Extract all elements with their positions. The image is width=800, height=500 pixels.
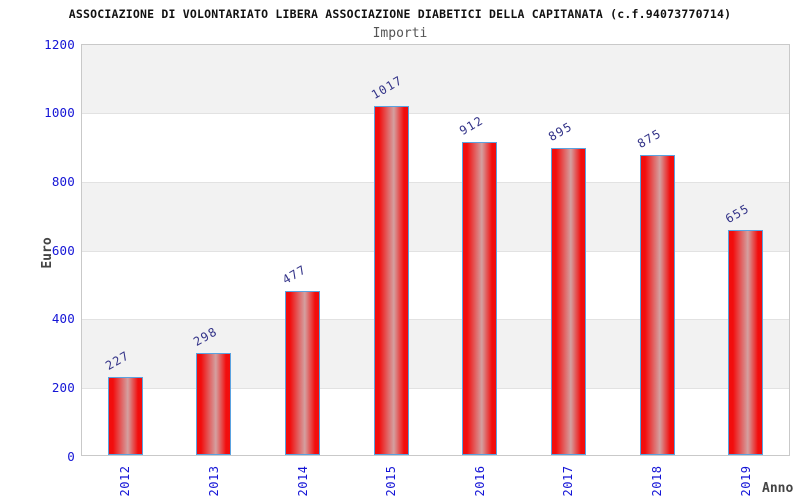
x-tick-label: 2017 (561, 465, 576, 497)
gridline (82, 113, 789, 115)
plot-area (81, 44, 790, 456)
x-tick-label: 2012 (118, 465, 133, 497)
bar-2019 (728, 230, 764, 455)
gridline (82, 387, 789, 389)
bar-2017 (550, 147, 586, 455)
bar-2015 (373, 105, 409, 455)
x-tick-label: 2016 (472, 465, 487, 497)
x-tick-label: 2014 (295, 465, 310, 497)
y-tick-label: 200 (51, 379, 75, 395)
x-tick-label: 2019 (738, 465, 753, 497)
bar-2018 (639, 154, 675, 455)
x-tick-label: 2015 (384, 465, 399, 497)
y-tick-label: 1200 (44, 36, 75, 52)
y-tick-label: 400 (51, 311, 75, 327)
y-tick-label: 600 (51, 242, 75, 258)
y-tick-label: 0 (67, 448, 75, 464)
gridline (82, 319, 789, 321)
bar-2014 (285, 291, 321, 455)
gridline (82, 181, 789, 183)
y-tick-label: 1000 (44, 105, 75, 121)
gridline (82, 250, 789, 252)
x-axis-title: Anno (762, 481, 794, 496)
chart-subtitle: Importi (372, 26, 428, 41)
bar-2013 (196, 352, 232, 455)
x-tick-label: 2018 (650, 465, 665, 497)
bar-2012 (107, 377, 143, 455)
bar-2016 (462, 141, 498, 455)
x-tick-label: 2013 (206, 465, 221, 497)
y-tick-label: 800 (51, 173, 75, 189)
chart-title: ASSOCIAZIONE DI VOLONTARIATO LIBERA ASSO… (68, 7, 732, 21)
